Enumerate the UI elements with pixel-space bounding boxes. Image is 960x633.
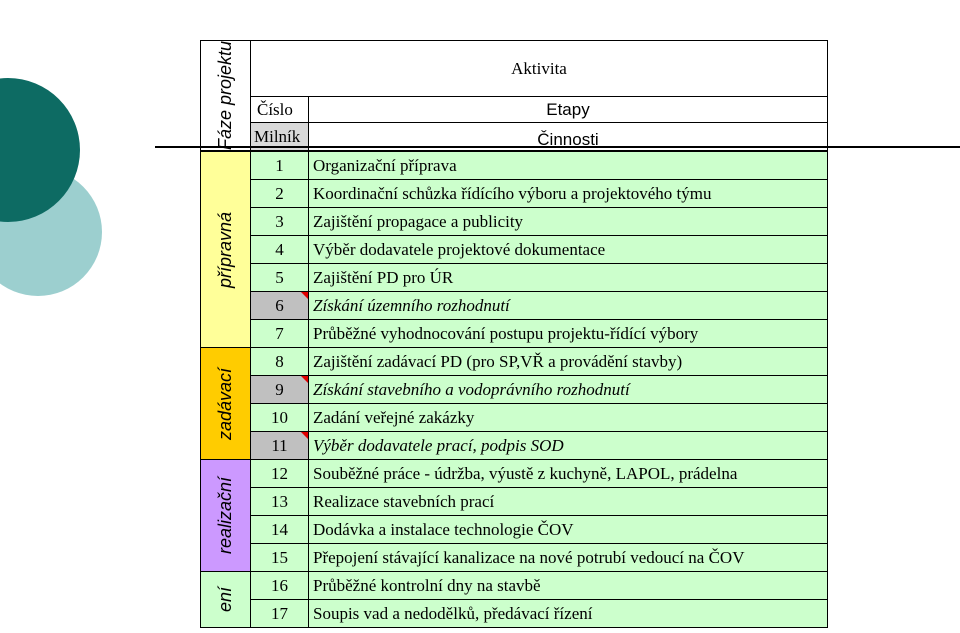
decoration xyxy=(0,78,102,296)
row-activity: Průběžné vyhodnocování postupu projektu-… xyxy=(308,319,828,348)
row-activity: Průběžné kontrolní dny na stavbě xyxy=(308,571,828,600)
row-activity: Realizace stavebních prací xyxy=(308,487,828,516)
row-activity: Zajištění PD pro ÚR xyxy=(308,263,828,292)
row-number: 15 xyxy=(250,543,309,572)
row-activity: Zajištění propagace a publicity xyxy=(308,207,828,236)
phase-label: zadávací xyxy=(200,347,251,460)
row-number: 10 xyxy=(250,403,309,432)
row-activity: Soupis vad a nedodělků, předávací řízení xyxy=(308,599,828,628)
row-activity: Koordinační schůzka řídícího výboru a pr… xyxy=(308,179,828,208)
stages-header: Etapy xyxy=(308,96,828,123)
divider-line xyxy=(155,146,960,148)
row-number: 13 xyxy=(250,487,309,516)
milestone-marker xyxy=(301,376,308,383)
row-number: 1 xyxy=(250,151,309,180)
row-activity: Výběr dodavatele prací, podpis SOD xyxy=(308,431,828,460)
row-activity: Získání stavebního a vodoprávního rozhod… xyxy=(308,375,828,404)
milestone-marker xyxy=(301,432,308,439)
row-number: 3 xyxy=(250,207,309,236)
row-activity: Zajištění zadávací PD (pro SP,VŘ a prová… xyxy=(308,347,828,376)
row-number: 16 xyxy=(250,571,309,600)
row-number: 14 xyxy=(250,515,309,544)
row-activity: Dodávka a instalace technologie ČOV xyxy=(308,515,828,544)
activity-header: Aktivita xyxy=(250,40,828,97)
row-number: 8 xyxy=(250,347,309,376)
row-activity: Zadání veřejné zakázky xyxy=(308,403,828,432)
milestone-marker xyxy=(301,292,308,299)
row-number: 9 xyxy=(250,375,309,404)
row-number: 12 xyxy=(250,459,309,488)
row-number: 2 xyxy=(250,179,309,208)
phase-header: Fáze projektu xyxy=(200,40,251,151)
row-activity: Přepojení stávající kanalizace na nové p… xyxy=(308,543,828,572)
phase-label: ení xyxy=(200,571,251,628)
row-activity: Získání územního rozhodnutí xyxy=(308,291,828,320)
row-number: 4 xyxy=(250,235,309,264)
decor-circle-dark xyxy=(0,78,80,222)
row-number: 7 xyxy=(250,319,309,348)
number-header: Číslo xyxy=(250,96,309,123)
row-number: 5 xyxy=(250,263,309,292)
phase-label: přípravná xyxy=(200,151,251,348)
row-number: 6 xyxy=(250,291,309,320)
row-activity: Souběžné práce - údržba, výustě z kuchyn… xyxy=(308,459,828,488)
row-activity: Organizační příprava xyxy=(308,151,828,180)
row-number: 11 xyxy=(250,431,309,460)
phase-label: realizační xyxy=(200,459,251,572)
row-number: 17 xyxy=(250,599,309,628)
row-activity: Výběr dodavatele projektové dokumentace xyxy=(308,235,828,264)
